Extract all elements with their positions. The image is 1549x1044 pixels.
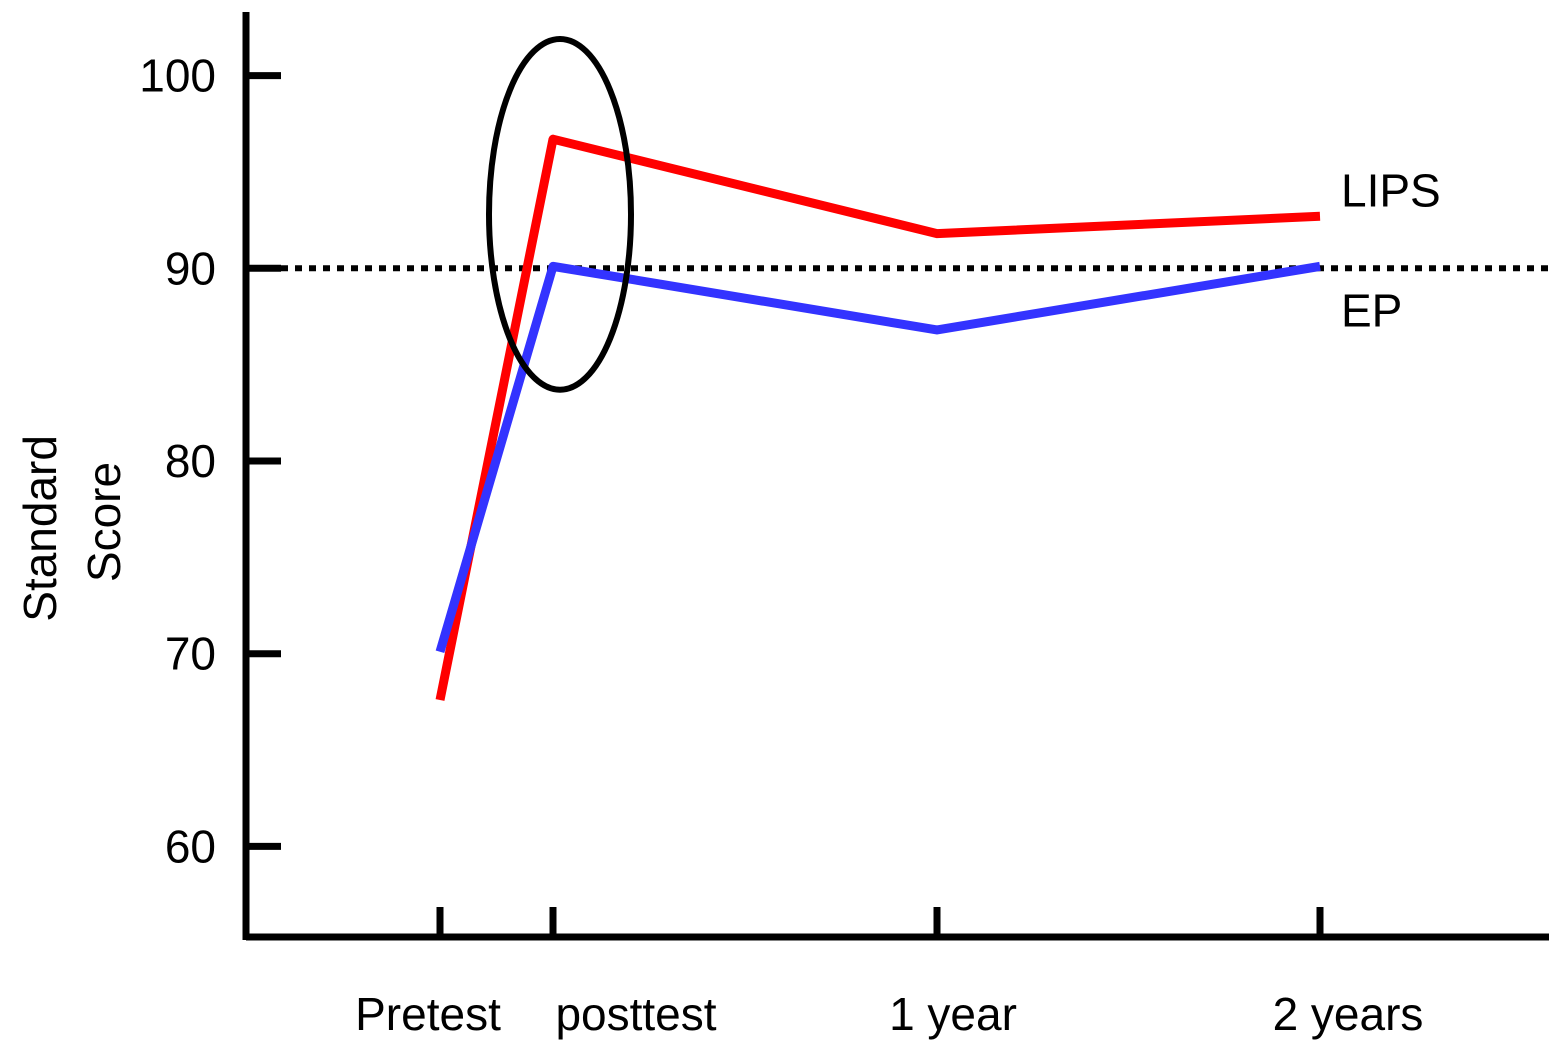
axes [242,12,1549,941]
y-ticks: 60 70 80 90 100 [139,50,281,872]
series-line-ep [435,261,1321,654]
y-axis-title-line-1: Standard [14,435,66,622]
series-line-lips [435,134,1321,701]
y-tick-label-70: 70 [165,628,216,680]
y-tick-label-90: 90 [165,242,216,294]
x-tick-label-0: Pretest [355,988,501,1040]
y-tick-label-100: 100 [139,50,216,102]
highlight-ellipse-0 [486,35,634,393]
series-labels: LIPS EP [1341,164,1441,336]
y-axis-title-line-2: Score [78,462,130,582]
y-tick-label-60: 60 [165,820,216,872]
y-tick-label-80: 80 [165,435,216,487]
x-tick-label-3: 2 years [1273,988,1424,1040]
series-lines [435,134,1321,701]
x-tick-label-1: posttest [555,988,716,1040]
y-axis-title: Standard Score [14,422,130,621]
series-label-lips: LIPS [1341,164,1441,216]
series-label-ep: EP [1341,284,1402,336]
x-tick-label-2: 1 year [889,988,1017,1040]
x-ticks: Pretest posttest 1 year 2 years [355,907,1423,1040]
annotations [486,35,634,393]
